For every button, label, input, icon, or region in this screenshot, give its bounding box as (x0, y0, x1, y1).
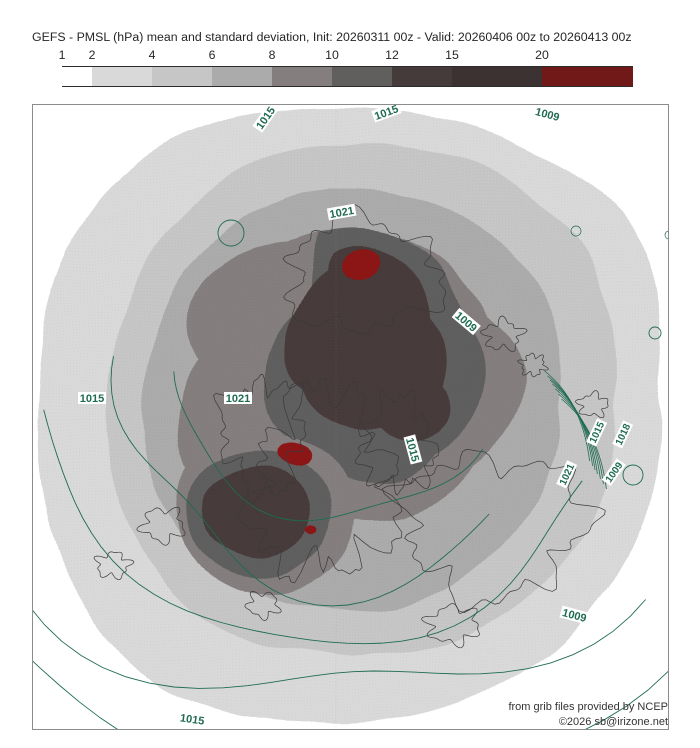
svg-text:1021: 1021 (226, 393, 250, 405)
svg-text:1015: 1015 (80, 393, 104, 405)
svg-text:1015: 1015 (179, 712, 205, 727)
svg-text:1009: 1009 (534, 106, 561, 124)
